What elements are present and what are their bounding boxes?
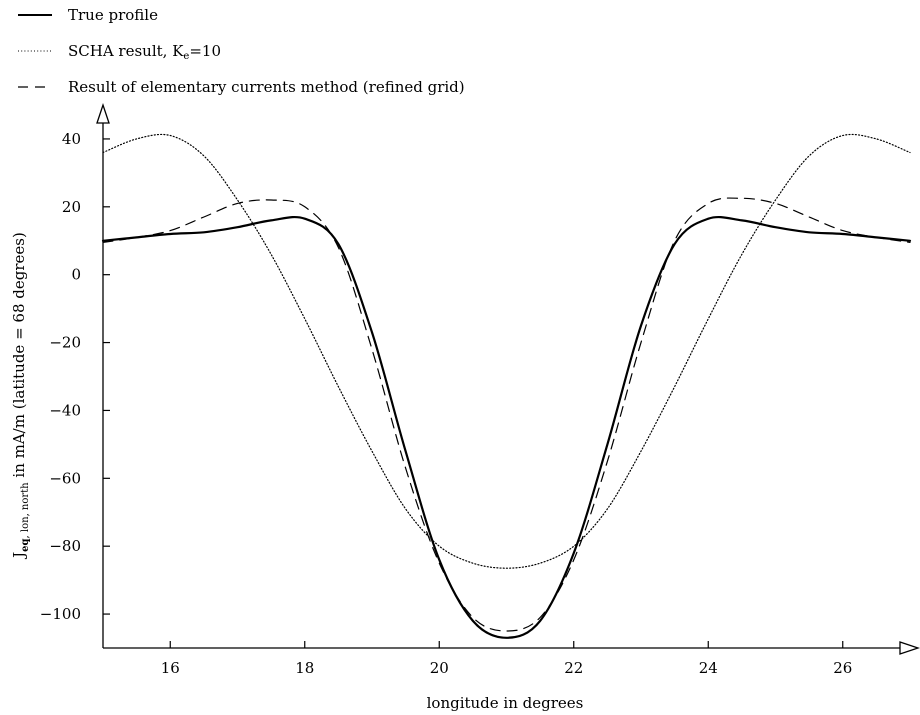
y-tick-label: 20 <box>62 198 81 216</box>
x-axis-title: longitude in degrees <box>427 694 584 712</box>
y-ticks: 40 20 0 −20 −40 −60 −80 −100 <box>40 130 110 623</box>
legend-entry-scha: SCHA result, Ke=10 <box>18 42 221 62</box>
y-tick-label: 0 <box>71 266 81 284</box>
legend: True profile SCHA result, Ke=10 Result o… <box>18 6 465 96</box>
series-elementary-currents <box>102 197 911 632</box>
x-tick-label: 26 <box>833 659 852 677</box>
x-tick-label: 22 <box>564 659 583 677</box>
x-tick-label: 24 <box>699 659 718 677</box>
series-lines <box>101 133 912 639</box>
legend-label: Result of elementary currents method (re… <box>68 78 465 96</box>
x-tick-label: 20 <box>430 659 449 677</box>
series-scha-result <box>102 133 911 569</box>
legend-label: SCHA result, Ke=10 <box>68 42 221 62</box>
legend-entry-elementary-currents: Result of elementary currents method (re… <box>18 78 465 96</box>
axes <box>96 102 920 655</box>
x-axis-arrow <box>899 641 920 655</box>
y-tick-label: −100 <box>40 605 81 623</box>
y-axis-arrow <box>96 102 110 124</box>
x-ticks: 16 18 20 22 24 26 <box>161 641 852 677</box>
y-tick-label: −60 <box>49 469 81 487</box>
legend-entry-true-profile: True profile <box>18 6 158 24</box>
y-tick-label: 40 <box>62 130 81 148</box>
legend-label: True profile <box>68 6 158 24</box>
y-tick-label: −80 <box>49 537 81 555</box>
x-tick-label: 18 <box>295 659 314 677</box>
x-tick-label: 16 <box>161 659 180 677</box>
series-true-profile <box>101 215 912 639</box>
y-tick-label: −20 <box>49 334 81 352</box>
y-axis-title: Jeq, lon, north in mA/m (latitude = 68 d… <box>10 232 31 560</box>
y-tick-label: −40 <box>49 401 81 419</box>
